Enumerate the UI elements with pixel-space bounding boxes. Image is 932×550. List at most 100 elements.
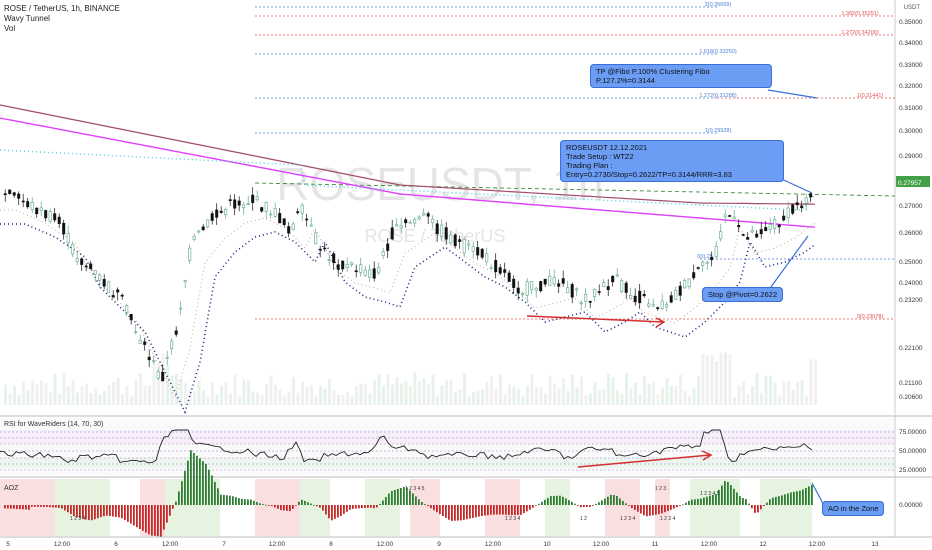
ao-bar [571,501,573,505]
time-tick: 12 [759,541,767,548]
candle [273,208,277,217]
volume-bar [130,395,133,405]
candle [597,291,601,293]
price-tick: 0.35000 [899,19,923,26]
ao-bar [142,505,144,531]
candle [318,248,322,251]
candle [413,218,417,224]
volume-bar [323,388,327,405]
candle [584,294,588,302]
candle [341,260,345,270]
currency-label: USDT [904,5,921,11]
ao-zone [760,479,812,536]
volume-bar [445,380,448,405]
price-tick: 0.26000 [899,230,923,237]
volume-bar [184,383,187,405]
ao-bar [124,505,126,521]
volume-bar [719,352,723,405]
candle [251,194,255,203]
candle [8,189,12,194]
candle [435,223,439,235]
ao-zone [690,479,740,536]
ema-long [0,104,816,205]
volume-bar [215,394,219,405]
volume-bar [49,392,52,405]
tunnel-navy [0,223,816,415]
volume-bar [368,393,372,405]
ao-bar [352,505,354,509]
symbol-info: ROSE / TetherUS, 1h, BINANCE Wavy Tunnel… [4,4,120,34]
volume-bar [769,375,772,405]
candle [642,294,646,297]
ao-bar [631,505,633,509]
ao-bar [247,499,249,505]
tp-callout: TP @Fibo P.100% Clustering Fibo P.127.2%… [590,64,772,88]
ao-bar [529,505,531,510]
fib-label: 1.382(0.35251) [841,11,878,17]
ao-bar [754,505,756,513]
ao-bar [361,505,363,509]
candle [188,247,192,261]
ao-bar [622,500,624,505]
ao-count: 1 2 [580,516,587,522]
ao-bar [196,455,198,505]
ao-bar [43,505,45,507]
candle [606,286,610,291]
candle [755,233,759,238]
ao-bar [286,505,288,511]
ao-bar [805,487,807,505]
ao-bar [163,505,165,530]
volume-bar [620,393,624,405]
ao-bar [604,498,606,505]
volume-bar [674,385,678,405]
ao-bar [706,496,708,505]
rsi-line [0,429,813,464]
volume-bar [166,365,169,405]
ao-bar [430,505,432,509]
ao-bar [568,500,570,505]
volume-bar [148,386,151,405]
ao-bar [808,486,810,505]
candle [197,230,201,233]
ao-pane: 1 2 3 4 1 2 3 4 5 1 2 1 2 3 4 1 2 3 4 1 2 3 4… [4,450,813,537]
time-tick: 5 [6,541,10,548]
candle [71,243,75,255]
ao-bar [565,498,567,505]
ao-bar [634,505,636,510]
candle [44,210,48,219]
ao-bar [367,505,369,508]
volume-bar [418,380,421,405]
ao-bar [460,505,462,521]
ao-bar [166,505,168,523]
ao-count: 1 2 3 4 5 [700,491,720,497]
volume-bar [310,385,313,405]
candle [615,274,619,277]
volume-bar [85,383,88,405]
candle [593,289,597,297]
fib-label: 0(0.23078) [857,314,884,320]
ao-zone [545,479,570,536]
volume-bar [121,393,124,405]
volume-bar [787,381,790,405]
ao-bar [346,505,348,512]
candle [552,277,556,285]
volume-bar [760,392,763,405]
candle [629,295,633,300]
ao-bar [250,499,252,505]
ao-bar [409,490,411,505]
candle [62,222,66,235]
ao-bar [505,505,507,515]
volume-bar [598,390,601,405]
volume-bar [791,389,795,405]
ao-bar [397,488,399,505]
time-tick: 12:00 [485,541,502,548]
ao-bar [664,505,666,513]
ao-bar [412,493,414,505]
volume-bar [584,394,588,405]
candle [174,330,178,335]
candle [215,209,219,218]
volume-bar [557,388,561,405]
ao-bar [133,505,135,526]
volume-bar [89,393,93,405]
volume-bar [40,380,43,405]
